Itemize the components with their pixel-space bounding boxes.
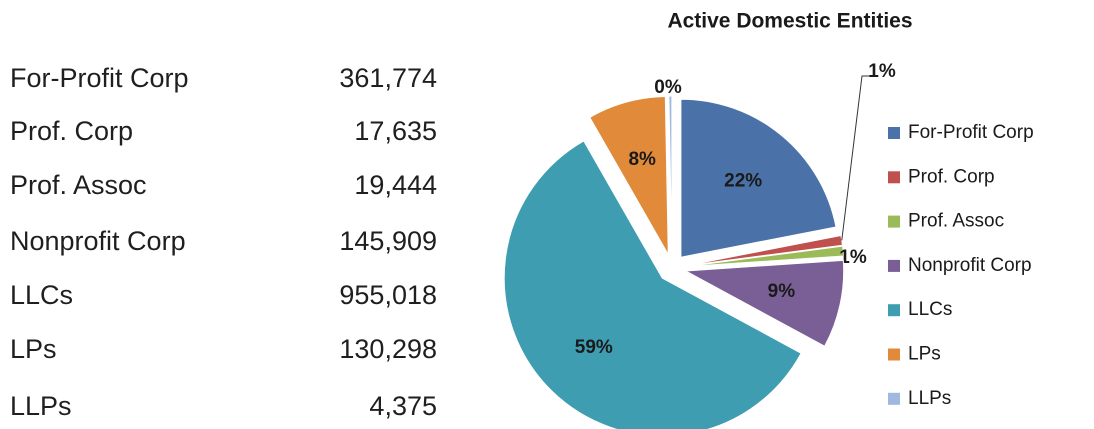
pie-slice [668,95,673,255]
row-label: Nonprofit Corp [10,226,186,256]
legend-label: Nonprofit Corp [908,255,1032,276]
data-label: 1% [868,61,896,82]
data-label: 22% [724,171,762,192]
data-label: 9% [768,281,796,302]
row-value: 19,444 [354,170,437,200]
legend-label: LLPs [908,388,951,409]
pie-slice [680,98,837,258]
row-value: 4,375 [369,391,437,421]
data-label: 0% [654,77,682,98]
chart-title: Active Domestic Entities [667,10,912,33]
pie-slice [683,259,845,347]
pie-slice [589,96,669,255]
pie-slice [685,245,845,268]
row-value: 17,635 [354,116,437,146]
legend-swatch [888,215,900,228]
legend-label: Prof. Corp [908,166,995,187]
data-label: 59% [575,337,613,358]
legend-swatch [888,127,900,139]
legend-swatch [888,392,900,405]
row-label: Prof. Corp [10,116,133,146]
row-label: LLPs [10,391,72,421]
row-value: 955,018 [339,280,437,310]
legend-swatch [888,304,900,317]
legend-label: LLCs [908,299,952,320]
row-label: For-Profit Corp [10,63,189,93]
row-value: 130,298 [339,334,437,364]
row-value: 361,774 [339,63,437,93]
row-value: 145,909 [339,226,437,256]
leader-line [841,75,870,241]
data-label: 8% [628,149,656,170]
legend-swatch [888,348,900,361]
legend-swatch [888,171,900,184]
pie-slice [503,140,802,429]
legend-label: Prof. Assoc [908,211,1004,232]
row-label: Prof. Assoc [10,170,147,200]
legend-swatch [888,259,900,272]
data-label: 1% [839,247,867,268]
row-label: LLCs [10,280,73,310]
row-label: LPs [10,334,57,364]
legend-label: For-Profit Corp [908,122,1034,143]
legend-label: LPs [908,344,941,365]
